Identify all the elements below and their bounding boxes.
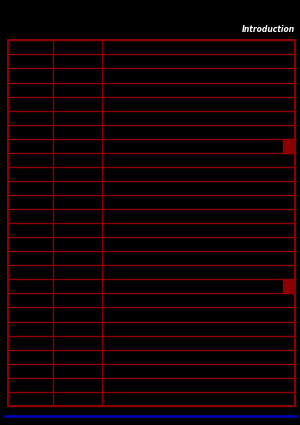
Bar: [283, 279, 295, 293]
Text: Introduction: Introduction: [242, 25, 295, 34]
Bar: [8, 40, 295, 406]
Bar: [283, 139, 295, 153]
